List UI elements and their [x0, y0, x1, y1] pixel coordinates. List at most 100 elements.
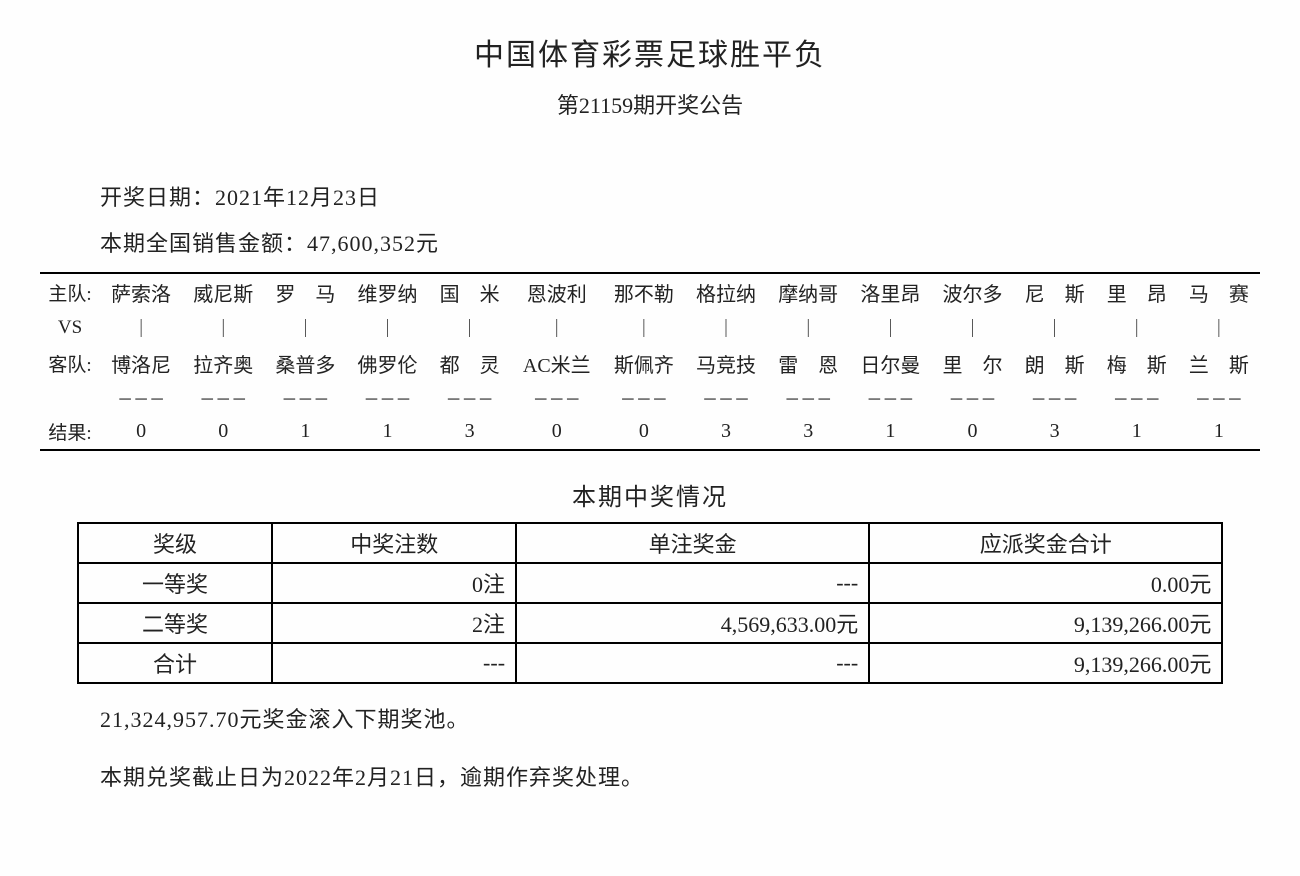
- vs-cell: ｜: [100, 311, 182, 345]
- away-team-cell: 里 尔: [931, 345, 1013, 382]
- prize-count-cell: 0注: [272, 563, 516, 603]
- separator-cell: －－－: [182, 382, 264, 414]
- home-team-cell: 洛里昂: [849, 273, 931, 311]
- prize-row: 合计------9,139,266.00元: [78, 643, 1223, 683]
- separator-cell: －－－: [685, 382, 767, 414]
- vs-cell: ｜: [685, 311, 767, 345]
- home-team-cell: 马 赛: [1178, 273, 1260, 311]
- draw-date-value: 2021年12月23日: [215, 185, 380, 210]
- prize-level-cell: 二等奖: [78, 603, 273, 643]
- separator-cell: －－－: [429, 382, 511, 414]
- vs-cell: ｜: [346, 311, 428, 345]
- vs-cell: ｜: [182, 311, 264, 345]
- result-cell: 0: [931, 414, 1013, 450]
- away-team-cell: 日尔曼: [849, 345, 931, 382]
- vs-cell: ｜: [429, 311, 511, 345]
- separator-cell: －－－: [1096, 382, 1178, 414]
- separator-cell: －－－: [767, 382, 849, 414]
- home-team-cell: 摩纳哥: [767, 273, 849, 311]
- separator-cell: －－－: [931, 382, 1013, 414]
- prize-table: 奖级中奖注数单注奖金应派奖金合计 一等奖0注---0.00元二等奖2注4,569…: [77, 522, 1224, 684]
- prize-header-cell: 应派奖金合计: [869, 523, 1222, 563]
- separator-cell: －－－: [603, 382, 685, 414]
- sales-label: 本期全国销售金额：: [100, 231, 307, 256]
- vs-cell: ｜: [767, 311, 849, 345]
- sales-amount-line: 本期全国销售金额：47,600,352元: [100, 226, 1260, 258]
- result-cell: 0: [511, 414, 603, 450]
- separator-cell: －－－: [511, 382, 603, 414]
- home-team-cell: 尼 斯: [1014, 273, 1096, 311]
- separator-cell: －－－: [1178, 382, 1260, 414]
- result-cell: 0: [100, 414, 182, 450]
- prize-heading: 本期中奖情况: [40, 477, 1260, 512]
- result-cell: 3: [685, 414, 767, 450]
- prize-level-cell: 合计: [78, 643, 273, 683]
- result-cell: 1: [346, 414, 428, 450]
- prize-per-cell: ---: [516, 643, 869, 683]
- separator-cell: －－－: [100, 382, 182, 414]
- home-team-cell: 萨索洛: [100, 273, 182, 311]
- home-team-cell: 波尔多: [931, 273, 1013, 311]
- dash-row-label: [40, 382, 100, 414]
- sales-value: 47,600,352元: [307, 231, 439, 256]
- away-team-cell: 马竞技: [685, 345, 767, 382]
- home-team-cell: 恩波利: [511, 273, 603, 311]
- deadline-note: 本期兑奖截止日为2022年2月21日，逾期作弃奖处理。: [100, 760, 1260, 792]
- prize-header-cell: 中奖注数: [272, 523, 516, 563]
- prize-per-cell: ---: [516, 563, 869, 603]
- page-subtitle: 第21159期开奖公告: [40, 88, 1260, 120]
- page-title: 中国体育彩票足球胜平负: [40, 30, 1260, 74]
- match-results-table: 主队: 萨索洛威尼斯罗 马维罗纳国 米恩波利那不勒格拉纳摩纳哥洛里昂波尔多尼 斯…: [40, 272, 1260, 451]
- separator-cell: －－－: [1014, 382, 1096, 414]
- draw-date-line: 开奖日期：2021年12月23日: [100, 180, 1260, 212]
- prize-row: 二等奖2注4,569,633.00元9,139,266.00元: [78, 603, 1223, 643]
- prize-count-cell: 2注: [272, 603, 516, 643]
- vs-cell: ｜: [511, 311, 603, 345]
- result-cell: 1: [264, 414, 346, 450]
- vs-cell: ｜: [1178, 311, 1260, 345]
- home-team-cell: 威尼斯: [182, 273, 264, 311]
- separator-cell: －－－: [849, 382, 931, 414]
- result-cell: 1: [1178, 414, 1260, 450]
- prize-header-cell: 奖级: [78, 523, 273, 563]
- away-team-cell: 佛罗伦: [346, 345, 428, 382]
- away-team-cell: 都 灵: [429, 345, 511, 382]
- vs-row-label: VS: [40, 311, 100, 345]
- prize-total-cell: 9,139,266.00元: [869, 603, 1222, 643]
- vs-cell: ｜: [931, 311, 1013, 345]
- vs-cell: ｜: [1014, 311, 1096, 345]
- away-team-cell: AC米兰: [511, 345, 603, 382]
- vs-cell: ｜: [849, 311, 931, 345]
- away-team-cell: 梅 斯: [1096, 345, 1178, 382]
- prize-header-cell: 单注奖金: [516, 523, 869, 563]
- home-team-cell: 格拉纳: [685, 273, 767, 311]
- result-cell: 3: [767, 414, 849, 450]
- away-row-label: 客队:: [40, 345, 100, 382]
- away-team-cell: 桑普多: [264, 345, 346, 382]
- result-row-label: 结果:: [40, 414, 100, 450]
- home-row-label: 主队:: [40, 273, 100, 311]
- rollover-note: 21,324,957.70元奖金滚入下期奖池。: [100, 702, 1260, 734]
- result-cell: 3: [429, 414, 511, 450]
- result-cell: 1: [849, 414, 931, 450]
- draw-date-label: 开奖日期：: [100, 185, 215, 210]
- prize-count-cell: ---: [272, 643, 516, 683]
- result-cell: 0: [182, 414, 264, 450]
- separator-cell: －－－: [264, 382, 346, 414]
- prize-total-cell: 0.00元: [869, 563, 1222, 603]
- result-cell: 0: [603, 414, 685, 450]
- away-team-cell: 朗 斯: [1014, 345, 1096, 382]
- prize-row: 一等奖0注---0.00元: [78, 563, 1223, 603]
- separator-cell: －－－: [346, 382, 428, 414]
- home-team-cell: 罗 马: [264, 273, 346, 311]
- prize-level-cell: 一等奖: [78, 563, 273, 603]
- away-team-cell: 兰 斯: [1178, 345, 1260, 382]
- away-team-cell: 博洛尼: [100, 345, 182, 382]
- home-team-cell: 国 米: [429, 273, 511, 311]
- home-team-cell: 那不勒: [603, 273, 685, 311]
- away-team-cell: 雷 恩: [767, 345, 849, 382]
- home-team-cell: 维罗纳: [346, 273, 428, 311]
- vs-cell: ｜: [1096, 311, 1178, 345]
- away-team-cell: 拉齐奥: [182, 345, 264, 382]
- vs-cell: ｜: [603, 311, 685, 345]
